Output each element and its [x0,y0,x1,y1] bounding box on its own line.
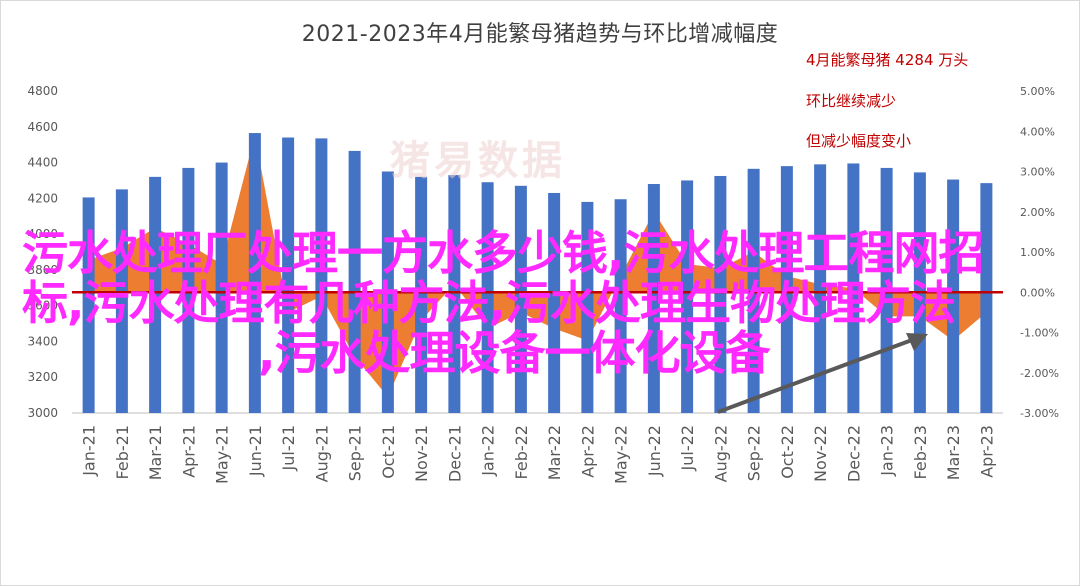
annotation-2: 环比继续减少 [806,92,897,110]
y-right-tick: -1.00% [1020,327,1059,340]
y-right-tick: 5.00% [1020,85,1055,98]
x-tick-Dec-22: Dec-22 [844,425,863,482]
trend-arrow-shaft [717,338,913,414]
x-tick-May-22: May-22 [612,425,631,484]
x-tick-May-21: May-21 [213,425,232,484]
bar-Mar-21 [149,176,162,413]
bar-Apr-21 [182,167,195,413]
x-tick-Mar-22: Mar-22 [545,425,564,480]
x-tick-Apr-21: Apr-21 [179,425,198,478]
x-tick-Sep-21: Sep-21 [346,425,365,481]
bar-Feb-21 [115,189,128,413]
x-tick-Mar-23: Mar-23 [944,425,963,480]
y-left-tick: 4800 [27,84,58,98]
bar-Oct-22 [780,166,793,413]
y-right-tick: 3.00% [1020,166,1055,179]
bar-Apr-22 [581,201,594,413]
x-tick-Jan-22: Jan-22 [479,425,498,477]
x-tick-Nov-22: Nov-22 [811,425,830,482]
bar-Jan-21 [82,197,95,413]
y-right-tick: -3.00% [1020,407,1059,420]
overlay-text-line-1: 污水处理厂处理一方水多少钱,污水处理工程网招 [22,226,984,280]
bar-Jan-22 [481,182,494,413]
x-tick-Jul-21: Jul-21 [279,425,298,471]
annotation-3: 但减少幅度变小 [806,132,912,150]
y-left-tick: 3200 [27,370,58,384]
y-left-tick: 3600 [27,299,58,313]
overlay-text-line-3: ,污水处理设备一体化设备 [258,326,770,380]
x-tick-Jan-23: Jan-23 [878,425,897,477]
x-tick-Apr-22: Apr-22 [578,425,597,478]
bar-Mar-22 [548,192,561,413]
bar-Sep-22 [747,168,760,413]
bar-May-22 [614,199,627,413]
x-tick-Jul-22: Jul-22 [678,425,697,471]
bar-Jun-21 [248,133,261,414]
y-left-tick: 3800 [27,263,58,277]
annotation-1: 4月能繁母猪 4284 万头 [806,51,969,69]
x-tick-Jun-22: Jun-22 [645,425,664,477]
y-right-tick: 1.00% [1020,246,1055,259]
x-tick-Feb-22: Feb-22 [512,425,531,479]
x-tick-Nov-21: Nov-21 [412,425,431,482]
x-tick-Jun-21: Jun-21 [246,425,265,477]
bar-Aug-22 [714,175,727,413]
bar-Jul-21 [282,137,295,413]
x-tick-Dec-21: Dec-21 [445,425,464,482]
x-tick-Oct-22: Oct-22 [778,425,797,479]
watermark-logo: 猪易数据 [390,138,566,184]
x-tick-Aug-22: Aug-22 [711,425,730,482]
x-tick-Feb-23: Feb-23 [911,425,930,479]
trend-arrow-head [906,333,928,351]
y-left-tick: 4000 [27,227,58,241]
x-tick-Feb-21: Feb-21 [113,425,132,479]
chart-title: 2021-2023年4月能繁母猪趋势与环比增减幅度 [301,22,779,47]
bar-Feb-22 [514,185,527,413]
x-tick-Mar-21: Mar-21 [146,425,165,480]
bar-Jul-22 [681,180,694,413]
y-left-tick: 4600 [27,120,58,134]
bar-Mar-23 [947,179,960,413]
y-right-tick: 2.00% [1020,206,1055,219]
y-right-tick: -2.00% [1020,367,1059,380]
x-tick-Sep-22: Sep-22 [745,425,764,481]
bar-Nov-22 [814,164,827,413]
y-left-tick: 4400 [27,156,58,170]
y-left-tick: 4200 [27,191,58,205]
change-rate-area [88,135,987,397]
y-right-tick: 0.00% [1020,286,1055,299]
x-tick-Aug-21: Aug-21 [312,425,331,482]
x-tick-Oct-21: Oct-21 [379,425,398,479]
bar-Nov-21 [415,176,428,413]
x-tick-Apr-23: Apr-23 [977,425,996,478]
bar-Dec-21 [448,175,461,413]
bar-Dec-22 [847,163,860,413]
bar-Sep-21 [348,150,361,413]
y-right-tick: 4.00% [1020,125,1055,138]
x-tick-Jan-21: Jan-21 [80,425,99,477]
y-left-tick: 3000 [27,406,58,420]
bar-May-21 [215,162,228,413]
bar-Apr-23 [980,183,993,413]
overlay-text-line-2: 标,污水处理有几种方法,污水处理生物处理方法 [22,276,956,330]
bar-Jun-22 [647,184,660,413]
bar-Aug-21 [315,138,328,413]
y-left-tick: 3400 [27,334,58,348]
